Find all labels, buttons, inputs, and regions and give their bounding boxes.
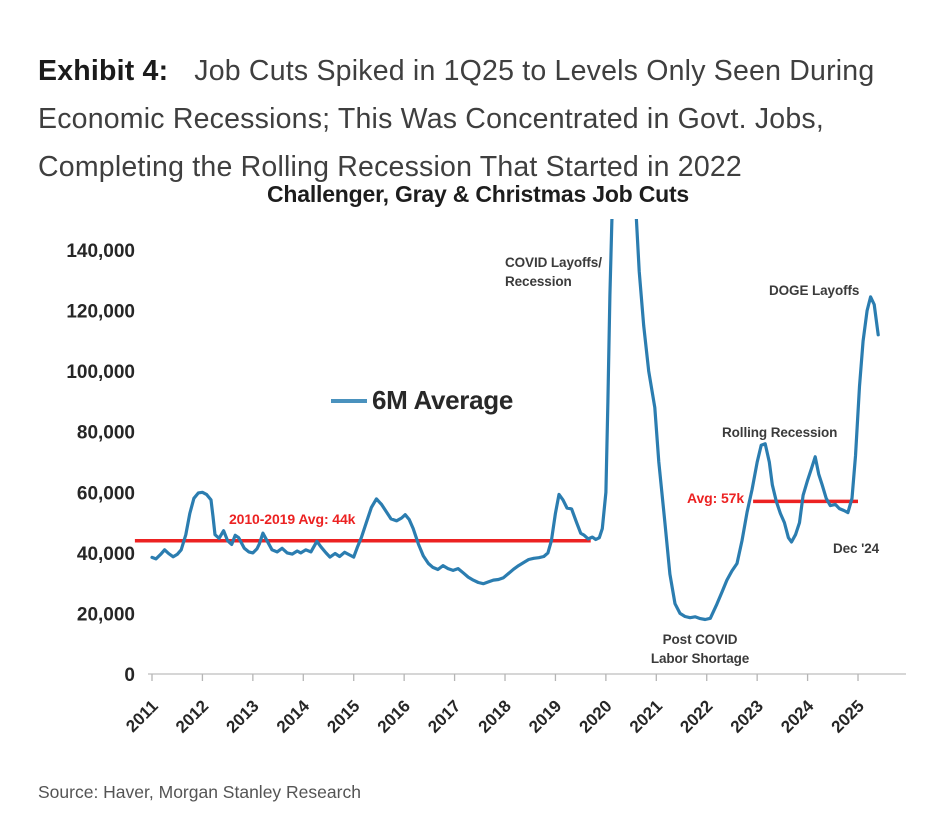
x-tick-label: 2023: [727, 696, 767, 736]
average-reference-lines: [134, 499, 858, 543]
x-tick-label: 2018: [475, 696, 515, 736]
annotation-covid-layoffs: COVID Layoffs/ Recession: [505, 253, 602, 291]
y-tick-label: 40,000: [77, 544, 135, 565]
annotation-post-covid-line1: Post COVID: [662, 632, 738, 647]
annotation-avg-57k: Avg: 57k: [687, 490, 745, 506]
y-tick-label: 140,000: [66, 241, 135, 262]
x-tick-label: 2015: [323, 696, 363, 736]
chart-title: Challenger, Gray & Christmas Job Cuts: [266, 181, 690, 207]
x-tick-label: 2024: [777, 696, 818, 737]
annotation-rolling-recession: Rolling Recession: [722, 425, 838, 440]
x-tick-label: 2021: [626, 696, 666, 736]
exhibit-title-text: Job Cuts Spiked in 1Q25 to Levels Only S…: [38, 54, 875, 183]
x-axis-labels: 2011 2012 2013 2014 2015 2016 2017 2018 2019 2020…: [122, 696, 868, 737]
legend-6m-average: 6M Average: [331, 385, 513, 416]
legend-line-swatch-icon: [331, 398, 367, 403]
x-tick-label: 2014: [273, 696, 314, 737]
x-tick-label: 2011: [122, 696, 162, 736]
x-tick-label: 2020: [576, 696, 616, 736]
legend-label: 6M Average: [372, 385, 514, 415]
annotation-covid-line1: COVID Layoffs/: [505, 255, 602, 270]
x-tick-label: 2019: [525, 696, 565, 736]
x-tick-label: 2022: [676, 696, 716, 736]
exhibit-number-label: Exhibit 4:: [38, 54, 169, 87]
y-tick-label: 100,000: [66, 362, 135, 383]
x-tick-label: 2017: [424, 696, 464, 736]
annotation-covid-line2: Recession: [505, 274, 572, 289]
annotation-dec-24: Dec '24: [833, 541, 880, 556]
x-tick-label: 2016: [374, 696, 414, 736]
annotation-post-covid: Post COVID Labor Shortage: [638, 630, 762, 668]
y-tick-label: 0: [124, 665, 135, 686]
annotation-post-covid-line2: Labor Shortage: [650, 651, 750, 666]
y-axis-labels: 0 20,000 40,000 60,000 80,000 100,000 120,000 1…: [66, 241, 135, 686]
jobcuts-line-series: [150, 219, 880, 622]
exhibit-header: Exhibit 4: Job Cuts Spiked in 1Q25 to Lev…: [38, 47, 938, 191]
y-tick-label: 60,000: [77, 483, 135, 504]
y-tick-label: 20,000: [77, 604, 135, 625]
y-tick-label: 120,000: [66, 302, 135, 323]
x-tick-label: 2012: [172, 696, 212, 736]
x-tick-label: 2013: [223, 696, 263, 736]
y-tick-label: 80,000: [77, 423, 135, 444]
annotation-avg-44k: 2010-2019 Avg: 44k: [229, 511, 356, 527]
source-note: Source: Haver, Morgan Stanley Research: [38, 782, 361, 802]
x-tick-label: 2025: [828, 696, 868, 736]
x-axis-ticks: [151, 674, 859, 681]
annotation-doge-layoffs: DOGE Layoffs: [769, 283, 860, 298]
